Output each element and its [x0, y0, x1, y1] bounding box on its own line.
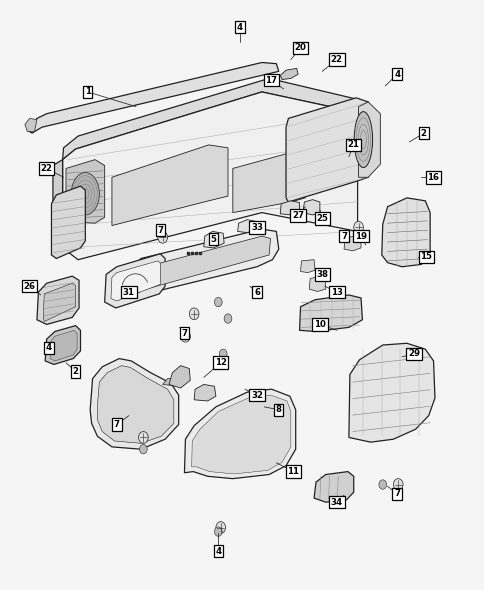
- Text: 2: 2: [73, 367, 78, 376]
- Polygon shape: [62, 92, 357, 260]
- Polygon shape: [358, 102, 379, 177]
- Polygon shape: [343, 236, 360, 251]
- Circle shape: [189, 308, 198, 320]
- Text: 32: 32: [251, 391, 262, 399]
- Polygon shape: [51, 186, 85, 258]
- Polygon shape: [37, 276, 79, 324]
- Polygon shape: [299, 295, 362, 332]
- Polygon shape: [90, 359, 178, 449]
- Text: 15: 15: [420, 253, 431, 261]
- Polygon shape: [194, 385, 215, 401]
- Polygon shape: [45, 326, 80, 365]
- Polygon shape: [184, 389, 295, 478]
- Polygon shape: [50, 330, 77, 361]
- Text: 13: 13: [330, 287, 342, 297]
- Circle shape: [393, 478, 402, 490]
- Text: 19: 19: [354, 232, 366, 241]
- Circle shape: [214, 297, 222, 307]
- Text: 22: 22: [330, 55, 342, 64]
- Polygon shape: [203, 231, 224, 248]
- Text: 12: 12: [214, 358, 226, 367]
- Text: 21: 21: [347, 140, 359, 149]
- Text: 2: 2: [420, 129, 426, 137]
- Text: 33: 33: [251, 223, 262, 232]
- Polygon shape: [162, 379, 174, 386]
- Polygon shape: [168, 366, 190, 388]
- Polygon shape: [66, 160, 105, 223]
- Circle shape: [219, 349, 227, 359]
- Text: 7: 7: [340, 232, 347, 241]
- Circle shape: [138, 431, 148, 443]
- Text: 22: 22: [41, 164, 53, 173]
- Polygon shape: [25, 119, 37, 132]
- Polygon shape: [286, 98, 367, 202]
- Text: 27: 27: [291, 211, 303, 220]
- Polygon shape: [53, 160, 62, 253]
- Text: 20: 20: [294, 43, 306, 53]
- Polygon shape: [131, 229, 278, 295]
- Polygon shape: [97, 366, 173, 443]
- Text: 8: 8: [275, 405, 281, 414]
- Polygon shape: [302, 199, 319, 215]
- Text: 4: 4: [393, 70, 399, 79]
- Text: 7: 7: [393, 490, 399, 499]
- Ellipse shape: [71, 172, 99, 215]
- Text: 34: 34: [330, 498, 342, 507]
- Text: 11: 11: [287, 467, 299, 476]
- Circle shape: [224, 314, 231, 323]
- Text: 4: 4: [215, 546, 221, 556]
- Text: 4: 4: [46, 343, 52, 352]
- Polygon shape: [237, 219, 256, 232]
- Text: 7: 7: [181, 329, 187, 337]
- Text: 5: 5: [210, 235, 216, 244]
- Circle shape: [139, 444, 147, 454]
- Text: 10: 10: [313, 320, 325, 329]
- Text: 6: 6: [254, 287, 259, 297]
- Ellipse shape: [353, 112, 372, 168]
- Text: 7: 7: [113, 420, 120, 429]
- Circle shape: [180, 330, 190, 342]
- Polygon shape: [232, 153, 305, 212]
- Text: 26: 26: [24, 281, 36, 291]
- Circle shape: [214, 527, 222, 536]
- Text: 1: 1: [85, 87, 91, 96]
- Circle shape: [378, 480, 386, 489]
- Polygon shape: [314, 471, 353, 502]
- Polygon shape: [280, 201, 299, 215]
- Circle shape: [215, 522, 225, 533]
- Polygon shape: [309, 276, 325, 291]
- Text: 29: 29: [408, 349, 419, 358]
- Circle shape: [158, 231, 167, 243]
- Polygon shape: [140, 236, 270, 290]
- Polygon shape: [191, 395, 290, 474]
- Text: 25: 25: [316, 214, 328, 223]
- Polygon shape: [381, 198, 429, 267]
- Text: 31: 31: [122, 287, 135, 297]
- Polygon shape: [111, 261, 160, 301]
- Polygon shape: [62, 78, 358, 160]
- Circle shape: [353, 221, 363, 233]
- Text: 4: 4: [237, 22, 242, 32]
- Polygon shape: [348, 343, 434, 442]
- Polygon shape: [43, 283, 76, 322]
- Polygon shape: [105, 254, 165, 308]
- Polygon shape: [280, 68, 298, 80]
- Polygon shape: [112, 145, 227, 225]
- Text: 17: 17: [265, 76, 277, 84]
- Text: 16: 16: [426, 173, 439, 182]
- Polygon shape: [300, 260, 315, 273]
- Text: 38: 38: [316, 270, 328, 279]
- Text: 7: 7: [157, 226, 163, 235]
- Polygon shape: [27, 63, 278, 133]
